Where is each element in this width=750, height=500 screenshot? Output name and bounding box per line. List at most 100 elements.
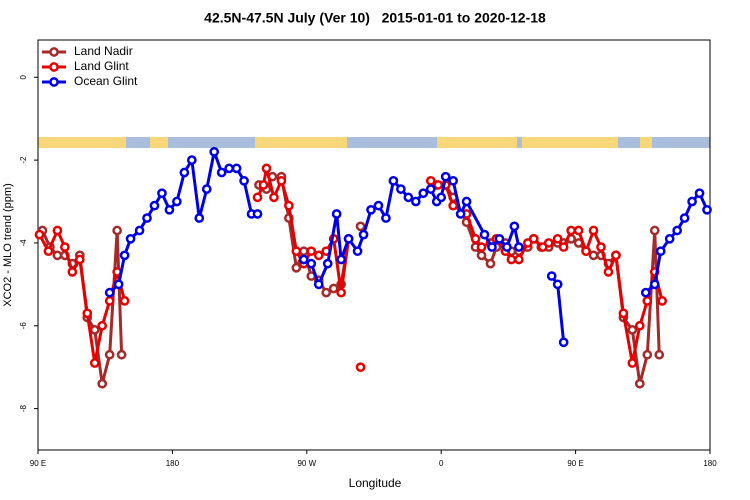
data-point bbox=[97, 320, 108, 331]
data-point bbox=[355, 221, 366, 232]
y-tick-label: -8 bbox=[19, 404, 28, 412]
data-point bbox=[119, 296, 130, 306]
data-point bbox=[164, 204, 175, 215]
data-point bbox=[313, 250, 324, 261]
data-point bbox=[487, 242, 497, 252]
data-point bbox=[358, 229, 369, 240]
data-point bbox=[321, 287, 332, 298]
data-point bbox=[331, 209, 342, 219]
data-point bbox=[322, 258, 333, 269]
data-point bbox=[194, 213, 205, 223]
data-point bbox=[82, 308, 93, 319]
legend-marker bbox=[49, 62, 59, 72]
data-point bbox=[448, 200, 458, 211]
data-point bbox=[649, 279, 660, 290]
data-point bbox=[355, 362, 366, 373]
data-point bbox=[261, 163, 272, 174]
data-point bbox=[388, 175, 399, 186]
y-tick-label: -6 bbox=[19, 322, 28, 330]
data-point bbox=[552, 233, 563, 244]
data-point bbox=[672, 225, 682, 236]
data-point bbox=[373, 200, 384, 211]
data-point bbox=[179, 167, 190, 178]
data-point bbox=[116, 349, 127, 360]
data-point bbox=[573, 225, 584, 236]
data-point bbox=[627, 325, 638, 335]
data-point bbox=[298, 246, 309, 257]
data-point bbox=[634, 378, 645, 389]
data-point bbox=[627, 358, 638, 368]
legend-label: Land Glint bbox=[74, 59, 129, 73]
data-point bbox=[654, 349, 665, 360]
data-point bbox=[216, 167, 227, 178]
x-tick-label: 0 bbox=[439, 459, 444, 468]
data-point bbox=[552, 279, 563, 290]
data-point bbox=[664, 233, 675, 244]
data-point bbox=[433, 180, 444, 190]
data-point bbox=[119, 250, 130, 261]
data-point bbox=[284, 200, 294, 211]
data-point bbox=[34, 229, 45, 240]
data-point bbox=[514, 242, 524, 252]
data-point bbox=[448, 175, 458, 186]
data-point bbox=[418, 188, 429, 199]
data-point bbox=[291, 262, 302, 273]
land-band bbox=[255, 137, 347, 148]
data-point bbox=[543, 238, 554, 248]
y-axis-label: XCO2 - MLO trend (ppm) bbox=[2, 183, 14, 306]
data-point bbox=[611, 250, 621, 261]
data-point bbox=[125, 233, 136, 244]
data-point bbox=[113, 279, 124, 290]
data-point bbox=[702, 204, 712, 215]
x-tick-label: 180 bbox=[703, 459, 717, 468]
y-tick-label: -2 bbox=[19, 156, 28, 164]
data-point bbox=[269, 192, 279, 203]
data-point bbox=[252, 209, 263, 219]
data-point bbox=[440, 171, 451, 182]
data-point bbox=[239, 175, 249, 186]
data-point bbox=[104, 296, 115, 306]
data-point bbox=[476, 242, 487, 252]
land-band bbox=[38, 137, 126, 148]
data-point bbox=[343, 233, 354, 244]
land-band bbox=[522, 137, 618, 148]
data-point bbox=[231, 163, 242, 174]
data-point bbox=[558, 337, 569, 348]
data-point bbox=[655, 246, 666, 257]
x-axis-label: Longitude bbox=[349, 476, 402, 490]
data-point bbox=[366, 204, 376, 215]
data-point bbox=[436, 192, 447, 203]
data-point bbox=[403, 192, 414, 203]
data-point bbox=[381, 213, 391, 223]
data-point bbox=[596, 242, 606, 252]
data-point bbox=[558, 242, 569, 252]
data-point bbox=[74, 254, 85, 265]
data-point bbox=[694, 188, 705, 199]
land-band bbox=[640, 137, 652, 148]
data-point bbox=[642, 296, 653, 306]
x-tick-label: 90 E bbox=[567, 459, 583, 468]
y-tick-label: 0 bbox=[19, 74, 28, 79]
data-point bbox=[410, 196, 421, 207]
data-point bbox=[455, 209, 466, 219]
data-point bbox=[603, 267, 614, 277]
data-point bbox=[201, 184, 212, 194]
land-ocean-strip bbox=[38, 137, 710, 148]
data-point bbox=[306, 246, 317, 257]
data-point bbox=[546, 271, 557, 281]
data-point bbox=[112, 225, 122, 236]
data-point bbox=[298, 254, 309, 265]
data-point bbox=[425, 184, 436, 194]
data-point bbox=[328, 283, 339, 294]
data-point bbox=[588, 250, 599, 261]
data-point bbox=[291, 246, 302, 257]
data-point bbox=[142, 213, 152, 223]
data-point bbox=[276, 175, 287, 186]
data-point bbox=[485, 258, 496, 269]
series bbox=[104, 146, 712, 348]
data-point bbox=[252, 192, 263, 203]
plot-frame bbox=[37, 39, 711, 451]
data-point bbox=[186, 155, 197, 165]
data-point bbox=[306, 258, 317, 269]
